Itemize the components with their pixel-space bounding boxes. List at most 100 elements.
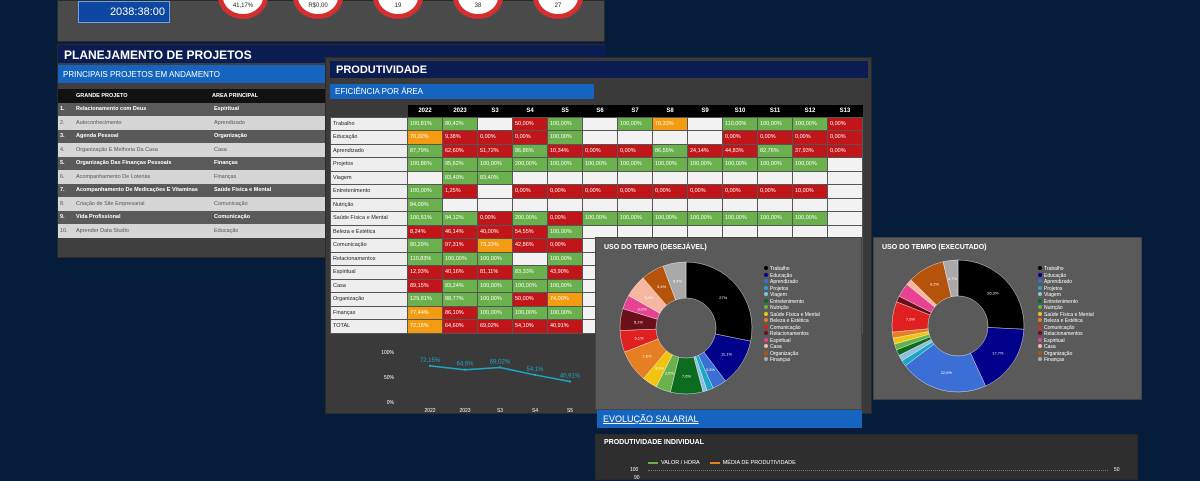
donut-slice-label: 7,6% xyxy=(906,317,916,322)
efficiency-cell xyxy=(407,170,443,185)
efficiency-cell: 100,00% xyxy=(547,278,583,293)
efficiency-cell: 100,00% xyxy=(547,305,583,320)
efficiency-cell: 0,00% xyxy=(687,184,723,199)
donut-slice xyxy=(685,261,753,342)
legend-item: Finanças xyxy=(764,357,820,364)
productivity-subtitle: EFICIÊNCIA POR ÁREA xyxy=(330,84,594,99)
efficiency-cell: 100,00% xyxy=(477,157,513,172)
efficiency-cell xyxy=(687,170,723,185)
donut-slice-label: 3,3% xyxy=(637,307,647,312)
donut-slice xyxy=(942,259,959,298)
efficiency-cell: 40,16% xyxy=(442,265,478,280)
legend-dot xyxy=(1038,324,1042,329)
efficiency-row: Trabalho 100,81% 80,42% 50,00% 100,00% 100,00… xyxy=(330,116,863,131)
efficiency-cell: 0,00% xyxy=(512,130,548,145)
donut-slice-label: 5,4% xyxy=(657,284,667,289)
efficiency-cell: 54,55% xyxy=(512,224,548,239)
project-row: 3. Agenda Pessoal Organização xyxy=(58,129,328,143)
y-tick-90: 90 xyxy=(634,475,640,481)
executed-legend: Trabalho Educação Aprendizado Projetos Viage… xyxy=(1038,266,1094,364)
salary-evolution-title[interactable]: EVOLUÇÃO SALARIAL xyxy=(597,410,862,428)
efficiency-cell: 84,09% xyxy=(407,197,443,212)
projects-table: GRANDE PROJETO ÁREA PRINCIPAL 1. Relacion… xyxy=(58,89,328,238)
efficiency-cell xyxy=(582,170,618,185)
legend-dot xyxy=(764,357,768,361)
individual-productivity-panel: PRODUTIVIDADE INDIVIDUAL VALOR / HORA MÉ… xyxy=(595,434,1138,481)
project-area: Finanças xyxy=(214,173,237,180)
efficiency-cell: 0,00% xyxy=(547,238,583,253)
efficiency-cell: 9,38% xyxy=(442,130,478,145)
efficiency-cell: 100,00% xyxy=(547,251,583,266)
efficiency-cell: 86,55% xyxy=(652,143,688,158)
legend-label: Comunicação xyxy=(770,324,801,331)
efficiency-cell: 100,86% xyxy=(407,157,443,172)
project-area: Comunicação xyxy=(214,214,251,221)
efficiency-cell xyxy=(442,197,478,212)
legend-label: Relacionamentos xyxy=(1044,331,1083,337)
efficiency-cell: 100,00% xyxy=(792,211,828,226)
efficiency-cell: 83,33% xyxy=(512,265,548,280)
efficiency-cell: 62,60% xyxy=(442,143,478,158)
total-hours-display: 2038:38:00 xyxy=(78,1,170,23)
project-name: Relacionamento com Deus xyxy=(76,106,147,113)
gauge-4: 38 xyxy=(453,0,503,21)
efficiency-cell: 100,00% xyxy=(477,278,513,293)
legend-label: Finanças xyxy=(1044,357,1065,363)
efficiency-cell: 100,00% xyxy=(477,292,513,307)
area-label: Espiritual xyxy=(330,265,408,280)
efficiency-cell: 83,40% xyxy=(442,170,478,185)
legend-label: Projetos xyxy=(1044,285,1063,292)
legend-label: Educação xyxy=(1044,272,1067,279)
desired-legend: Trabalho Educação Aprendizado Projetos Viage… xyxy=(764,266,820,364)
column-header: S10 xyxy=(722,105,758,117)
efficiency-cell: 50,00% xyxy=(512,292,548,307)
efficiency-cell: 200,00% xyxy=(512,157,548,172)
trend-data-label: 69,02% xyxy=(490,359,511,365)
efficiency-cell: 97,31% xyxy=(442,238,478,253)
project-number: 3. xyxy=(60,133,65,140)
legend-item-value-hour: VALOR / HORA xyxy=(648,460,700,466)
efficiency-row: Viagem 83,40% 83,40% xyxy=(330,170,863,185)
individual-title: PRODUTIVIDADE INDIVIDUAL xyxy=(604,439,704,446)
donut-slice-label: 7,6% xyxy=(642,353,652,358)
efficiency-row: Projetos 100,86% 95,62% 100,00% 200,00% 100,0… xyxy=(330,157,863,172)
efficiency-row: Saúde Física e Mental 100,51% 94,12% 0,00% 2… xyxy=(330,211,863,226)
efficiency-cell xyxy=(687,197,723,212)
donut-slice-label: 5,4% xyxy=(673,278,683,283)
efficiency-cell xyxy=(477,197,513,212)
project-row: 8. Criação de Site Empresarial Comunicação xyxy=(58,197,328,211)
efficiency-cell: 42,86% xyxy=(512,238,548,253)
project-name: Organização E Melhoria Da Casa xyxy=(76,146,158,153)
legend-dot xyxy=(764,324,768,329)
legend-label: Entretenimento xyxy=(770,298,804,305)
legend-dot xyxy=(1038,331,1042,335)
efficiency-cell xyxy=(687,130,723,145)
y-tick-right: 50 xyxy=(1114,467,1120,473)
efficiency-cell: 100,00% xyxy=(477,251,513,266)
trend-x-tick: S3 xyxy=(497,408,503,414)
project-name: Acompanhamento De Medicações E Vitaminas xyxy=(76,187,198,194)
efficiency-cell: 0,00% xyxy=(827,116,863,131)
efficiency-cell: 100,00% xyxy=(792,116,828,131)
legend-dot xyxy=(1038,357,1042,361)
efficiency-cell: 95,62% xyxy=(442,157,478,172)
column-header: S4 xyxy=(512,105,548,117)
efficiency-cell: 77,44% xyxy=(407,305,443,320)
legend-item: Entretenimento xyxy=(764,298,820,306)
efficiency-cell: 0,00% xyxy=(722,130,758,145)
efficiency-cell: 10,34% xyxy=(547,143,583,158)
efficiency-cell: 0,00% xyxy=(617,184,653,199)
donut-slice-label: 3,5% xyxy=(665,371,675,376)
legend-label: Projetos xyxy=(770,285,789,292)
efficiency-cell: 100,00% xyxy=(512,278,548,293)
legend-item: Entretenimento xyxy=(1038,298,1094,306)
project-number: 6. xyxy=(60,173,65,180)
efficiency-cell: 89,15% xyxy=(407,278,443,293)
trend-x-tick: 2022 xyxy=(424,408,435,414)
productivity-trend-chart: 100% 50% 0% 72,15% 2022 64,6% 2023 69,02% S3 54,1… xyxy=(381,350,581,414)
efficiency-cell xyxy=(477,184,513,199)
legend-item: Aprendizado xyxy=(764,279,820,286)
column-header: 2023 xyxy=(442,105,478,117)
legend-dot xyxy=(1038,285,1042,290)
trend-x-tick: S5 xyxy=(567,408,573,414)
